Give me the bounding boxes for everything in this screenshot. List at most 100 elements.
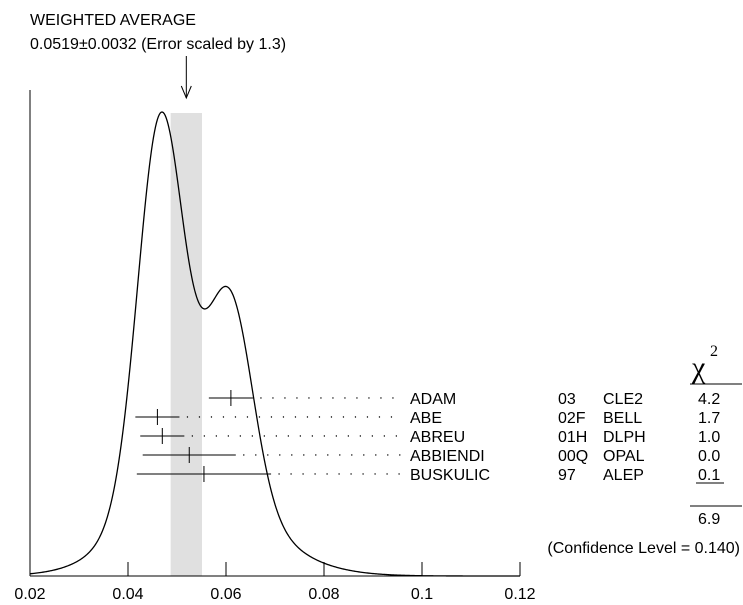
year-label: 02F	[558, 410, 586, 427]
leader-dot	[371, 435, 374, 437]
leader-dot	[279, 454, 281, 456]
experiment-label: OPAL	[603, 448, 645, 465]
chi2-header-exponent: 2	[710, 343, 718, 360]
x-tick-label: 0.04	[112, 586, 143, 603]
leader-dot	[287, 435, 290, 437]
chart-title: WEIGHTED AVERAGE	[30, 12, 196, 29]
x-tick-label: 0.08	[308, 586, 339, 603]
chart-subtitle: 0.0519±0.0032 (Error scaled by 1.3)	[30, 36, 286, 53]
author-label: ADAM	[410, 391, 456, 408]
leader-dot	[215, 435, 218, 437]
leader-dot	[323, 435, 326, 437]
leader-dot	[311, 435, 314, 437]
leader-dot	[395, 435, 398, 437]
leader-dot	[210, 416, 213, 418]
chi2-total: 6.9	[698, 511, 720, 528]
chi2-value: 0.1	[698, 467, 720, 484]
leader-dot	[308, 397, 310, 399]
leader-dot	[258, 416, 261, 418]
ideogram-curve	[29, 111, 520, 577]
measurement-row: ADAM 03 CLE2 4.2	[208, 390, 720, 408]
leader-dot	[354, 416, 357, 418]
chi2-value: 1.0	[698, 429, 720, 446]
leader-dot	[330, 416, 333, 418]
leader-dot	[351, 454, 353, 456]
leader-dot	[251, 435, 254, 437]
leader-dot	[282, 416, 285, 418]
measurement-row: ABBIENDI 00Q OPAL 0.0	[142, 447, 720, 465]
leader-dot	[263, 435, 266, 437]
leader-dot	[222, 416, 225, 418]
experiment-label: DLPH	[603, 429, 646, 446]
leader-dot	[296, 397, 298, 399]
year-label: 00Q	[558, 448, 588, 465]
leader-dot	[318, 416, 321, 418]
leader-dot	[386, 473, 388, 475]
leader-dot	[350, 473, 352, 475]
leader-dot	[302, 473, 304, 475]
leader-dot	[356, 397, 358, 399]
leader-dot	[227, 435, 230, 437]
leader-dot	[303, 454, 305, 456]
leader-dot	[314, 473, 316, 475]
leader-dot	[306, 416, 309, 418]
x-axis-ticks: 0.02 0.04 0.06 0.08 0.1 0.12	[14, 562, 536, 603]
leader-dot	[291, 454, 293, 456]
leader-dot	[272, 397, 274, 399]
chi2-value: 0.0	[698, 448, 720, 465]
leader-dot	[260, 397, 262, 399]
leader-dot	[290, 473, 292, 475]
measurement-row: ABREU 01H DLPH 1.0	[140, 428, 720, 446]
chi2-value: 4.2	[698, 391, 720, 408]
leader-dot	[399, 454, 401, 456]
leader-dot	[363, 454, 365, 456]
leader-dot	[378, 416, 381, 418]
year-label: 01H	[558, 429, 587, 446]
leader-dot	[284, 397, 286, 399]
leader-dot	[335, 435, 338, 437]
leader-dot	[380, 397, 382, 399]
x-tick-label: 0.02	[14, 586, 45, 603]
leader-dot	[267, 454, 269, 456]
leader-dot	[387, 454, 389, 456]
experiment-label: BELL	[603, 410, 642, 427]
measurement-row: ABE 02F BELL 1.7	[135, 409, 720, 427]
x-tick-label: 0.06	[210, 586, 241, 603]
x-tick-label: 0.12	[504, 586, 535, 603]
leader-dot	[198, 416, 201, 418]
leader-dot	[234, 416, 237, 418]
confidence-level: (Confidence Level = 0.140)	[547, 540, 740, 557]
leader-dot	[390, 416, 393, 418]
leader-dot	[362, 473, 364, 475]
leader-dot	[326, 473, 328, 475]
leader-dot	[344, 397, 346, 399]
leader-dot	[246, 416, 249, 418]
year-label: 97	[558, 467, 576, 484]
leader-dot	[299, 435, 302, 437]
leader-dot	[275, 435, 278, 437]
chi2-header: χ	[691, 351, 706, 384]
leader-dot	[342, 416, 345, 418]
measurement-row: BUSKULIC 97 ALEP 0.1	[136, 466, 724, 484]
leader-dot	[368, 397, 370, 399]
experiment-label: ALEP	[603, 467, 644, 484]
author-label: BUSKULIC	[410, 467, 490, 484]
leader-dot	[392, 397, 394, 399]
leader-dot	[294, 416, 297, 418]
author-label: ABE	[410, 410, 442, 427]
leader-dot	[239, 435, 242, 437]
x-tick-label: 0.1	[411, 586, 433, 603]
leader-dot	[315, 454, 317, 456]
author-label: ABREU	[410, 429, 465, 446]
leader-dot	[383, 435, 386, 437]
leader-dot	[332, 397, 334, 399]
weighted-average-band	[170, 113, 202, 576]
leader-dot	[398, 473, 400, 475]
author-label: ABBIENDI	[410, 448, 485, 465]
leader-dot	[375, 454, 377, 456]
leader-dot	[186, 416, 189, 418]
leader-dot	[366, 416, 369, 418]
chi2-value: 1.7	[698, 410, 720, 427]
